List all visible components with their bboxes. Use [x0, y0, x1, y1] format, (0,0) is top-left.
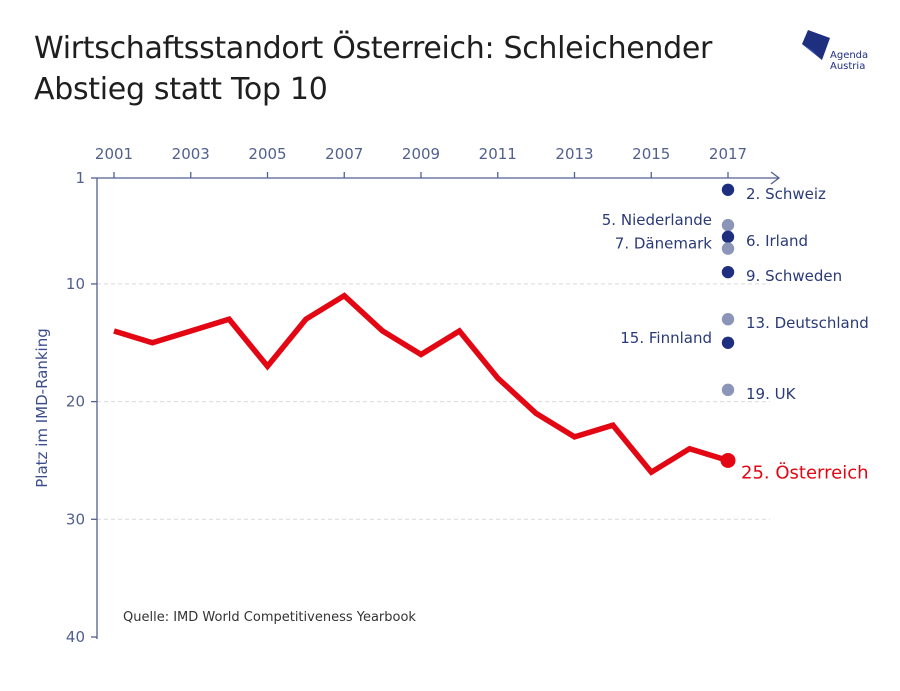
- x-tick-label: 2017: [709, 145, 747, 163]
- country-point: [721, 230, 735, 244]
- chart-title: Wirtschaftsstandort Österreich: Schleich…: [34, 31, 713, 107]
- x-axis-arrow-icon: [770, 171, 781, 185]
- oesterreich-label: 25. Österreich: [741, 461, 869, 483]
- country-label: 2. Schweiz: [746, 185, 826, 203]
- x-tick-label: 2001: [95, 145, 133, 163]
- x-tick-label: 2009: [402, 145, 440, 163]
- logo-line2: Austria: [830, 61, 866, 72]
- oesterreich-2017-point: [720, 452, 736, 468]
- country-label: 19. UK: [746, 385, 797, 403]
- country-label: 5. Niederlande: [602, 211, 712, 229]
- agenda-austria-logo: Agenda Austria: [800, 28, 870, 78]
- y-tick-label: 30: [66, 510, 85, 528]
- country-label: 6. Irland: [746, 232, 808, 250]
- x-tick-label: 2007: [325, 145, 363, 163]
- x-tick-label: 2005: [248, 145, 286, 163]
- series-line-oesterreich: [113, 292, 729, 476]
- y-tick-label: 20: [66, 393, 85, 411]
- x-tick-label: 2013: [555, 145, 593, 163]
- logo-mark-icon: [802, 30, 830, 60]
- x-tick-label: 2003: [172, 145, 210, 163]
- country-point: [721, 218, 735, 232]
- logo-line1: Agenda: [830, 50, 869, 61]
- country-point: [721, 183, 735, 196]
- country-label: 13. Deutschland: [746, 314, 869, 332]
- y-tick-label: 1: [75, 169, 85, 187]
- country-point: [721, 265, 735, 279]
- y-axis-title: Platz im IMD-Ranking: [33, 328, 51, 487]
- country-label: 9. Schweden: [746, 267, 842, 285]
- country-label: 15. Finnland: [620, 329, 712, 347]
- x-tick-label: 2011: [479, 145, 517, 163]
- country-point: [721, 242, 735, 255]
- y-tick-label: 10: [66, 275, 85, 293]
- country-label: 7. Dänemark: [615, 235, 713, 253]
- country-point: [721, 383, 735, 397]
- country-point: [721, 313, 735, 326]
- x-tick-label: 2015: [632, 145, 670, 163]
- source-note: Quelle: IMD World Competitiveness Yearbo…: [123, 610, 416, 625]
- y-tick-label: 40: [66, 628, 85, 646]
- country-point: [721, 336, 735, 349]
